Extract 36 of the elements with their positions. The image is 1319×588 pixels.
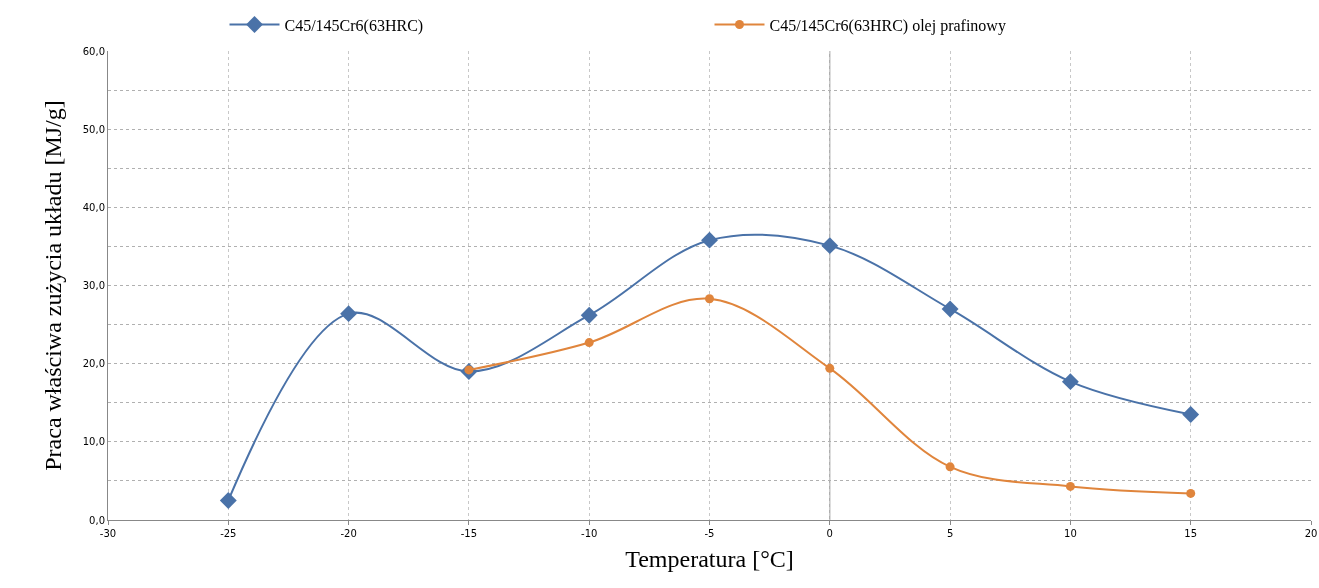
point [584,338,594,348]
point [1186,488,1196,498]
x-tick-label: -5 [704,528,715,539]
point [825,363,835,373]
y-tick-label: 10,0 [82,436,105,448]
x-axis-title: Temperatura [°C] [625,546,794,573]
point [945,462,955,472]
x-tick-label: 5 [946,528,954,539]
point [1182,406,1200,423]
y-tick-label: 0,0 [89,514,105,526]
y-axis-title: Praca właściwa zużycia układu [MJ/g] [39,100,66,471]
x-tick-label: 10 [1064,528,1077,539]
x-tick-label: 20 [1304,528,1318,539]
legend-label: C45/145Cr6(63HRC) olej prafinowy [769,16,1006,35]
x-tick-label: -30 [99,528,117,539]
point [219,492,237,509]
y-tick-label: 60,0 [82,45,105,57]
point [701,231,718,249]
point [1061,373,1079,391]
y-tick-label: 30,0 [82,280,105,291]
point [340,305,358,323]
point [821,237,839,255]
x-tick-label: 0 [826,528,833,539]
point [1065,481,1075,491]
y-tick-label: 20,0 [82,358,105,370]
point [941,300,959,318]
x-tick-label: -20 [340,528,357,539]
x-tick-label: 15 [1184,528,1198,539]
x-tick-label: -25 [220,528,237,539]
y-tick-label: 50,0 [82,123,105,135]
y-tick-label: 40,0 [82,201,105,213]
x-tick-label: -10 [581,528,598,539]
point [705,294,714,304]
legend-label: C45/145Cr6(63HRC) [284,16,424,35]
x-tick-label: -15 [460,528,478,539]
point [580,306,598,324]
